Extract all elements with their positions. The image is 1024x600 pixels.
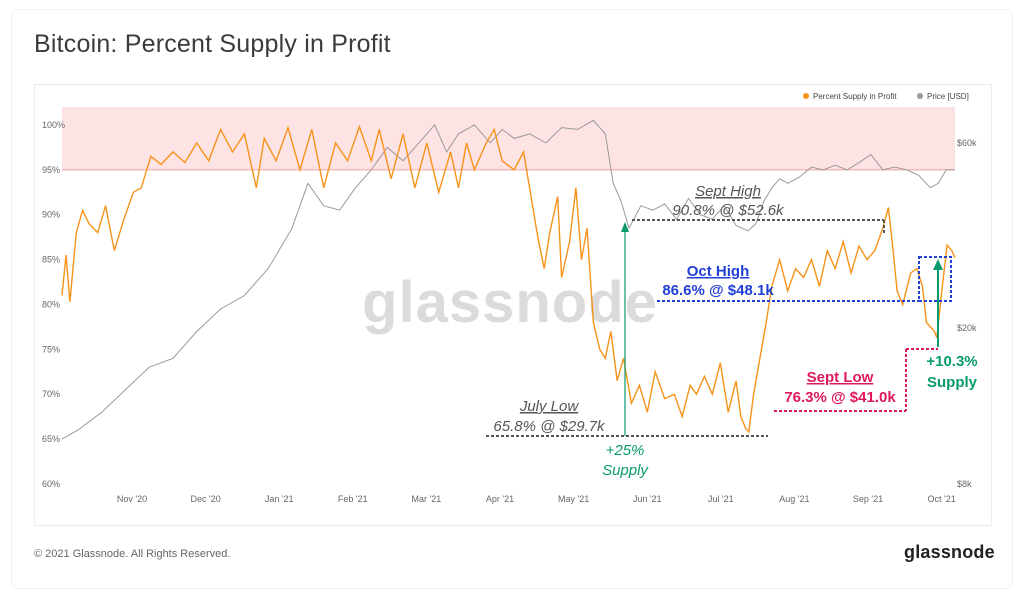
y-tick-right: $20k [957,323,977,333]
y-axis-left: 60% 65% 70% 75% 80% 85% 90% 95% 100% [42,120,65,489]
supply-series-line [61,124,956,434]
page-title: Bitcoin: Percent Supply in Profit [34,30,391,58]
oct-high-label: Oct High [687,263,750,280]
x-tick: Jan '21 [265,494,294,504]
y-axis-right: $8k $20k $60k [957,138,977,489]
copyright-text: © 2021 Glassnode. All Rights Reserved. [34,548,231,560]
sept-high-value: 90.8% @ $52.6k [672,202,785,219]
x-tick: Apr '21 [486,494,514,504]
legend: Percent Supply in Profit Price [USD] [803,92,969,101]
legend-price-label[interactable]: Price [USD] [927,92,969,101]
july-low-value: 65.8% @ $29.7k [493,418,606,435]
x-tick: Sep '21 [853,494,883,504]
chart-card [12,10,1012,588]
plus-25-label: +25% [606,442,645,459]
x-tick: Nov '20 [117,494,147,504]
oct-high-value: 86.6% @ $48.1k [662,282,774,299]
annotation-july-low: July Low 65.8% @ $29.7k [486,398,768,437]
plus-10-supply: Supply [927,374,978,391]
x-tick: May '21 [558,494,589,504]
plus-25-supply: Supply [602,462,649,479]
y-tick-left: 85% [42,255,60,265]
brand-logo[interactable]: glassnode [904,542,995,562]
plot-frame [34,84,992,526]
x-tick: Dec '20 [190,494,220,504]
y-tick-left: 75% [42,344,60,354]
y-tick-right: $60k [957,138,977,148]
y-tick-left: 70% [42,389,60,399]
y-tick-left: 65% [42,434,60,444]
legend-supply-dot [803,93,809,99]
y-tick-left: 60% [42,479,60,489]
y-tick-left: 80% [42,299,60,309]
price-series-line [61,119,955,440]
annotation-sept-high: Sept High 90.8% @ $52.6k [632,183,885,234]
profit-band [62,106,955,170]
x-tick: Jun '21 [633,494,662,504]
x-tick: Aug '21 [779,494,809,504]
x-axis: Nov '20 Dec '20 Jan '21 Feb '21 Mar '21 Apr '… [117,494,956,504]
annotation-plus-10: +10.3% Supply [926,259,978,391]
sept-low-value: 76.3% @ $41.0k [784,389,896,406]
y-tick-left: 100% [42,120,65,130]
x-tick: Feb '21 [338,494,368,504]
sept-high-label: Sept High [695,183,761,200]
july-low-label: July Low [519,398,580,415]
y-tick-right: $8k [957,479,972,489]
x-tick: Mar '21 [412,494,442,504]
annotation-plus-25: +25% Supply [602,222,649,479]
plus-10-label: +10.3% [926,353,977,370]
annotation-sept-low: Sept Low 76.3% @ $41.0k [774,348,938,412]
annotation-oct-high: Oct High 86.6% @ $48.1k [657,256,952,302]
x-tick: Oct '21 [927,494,955,504]
sept-low-label: Sept Low [807,369,874,386]
watermark: glassnode [362,270,658,335]
y-tick-left: 95% [42,165,60,175]
legend-price-dot [917,93,923,99]
y-tick-left: 90% [42,210,60,220]
x-tick: Jul '21 [708,494,734,504]
legend-supply-label[interactable]: Percent Supply in Profit [813,92,897,101]
